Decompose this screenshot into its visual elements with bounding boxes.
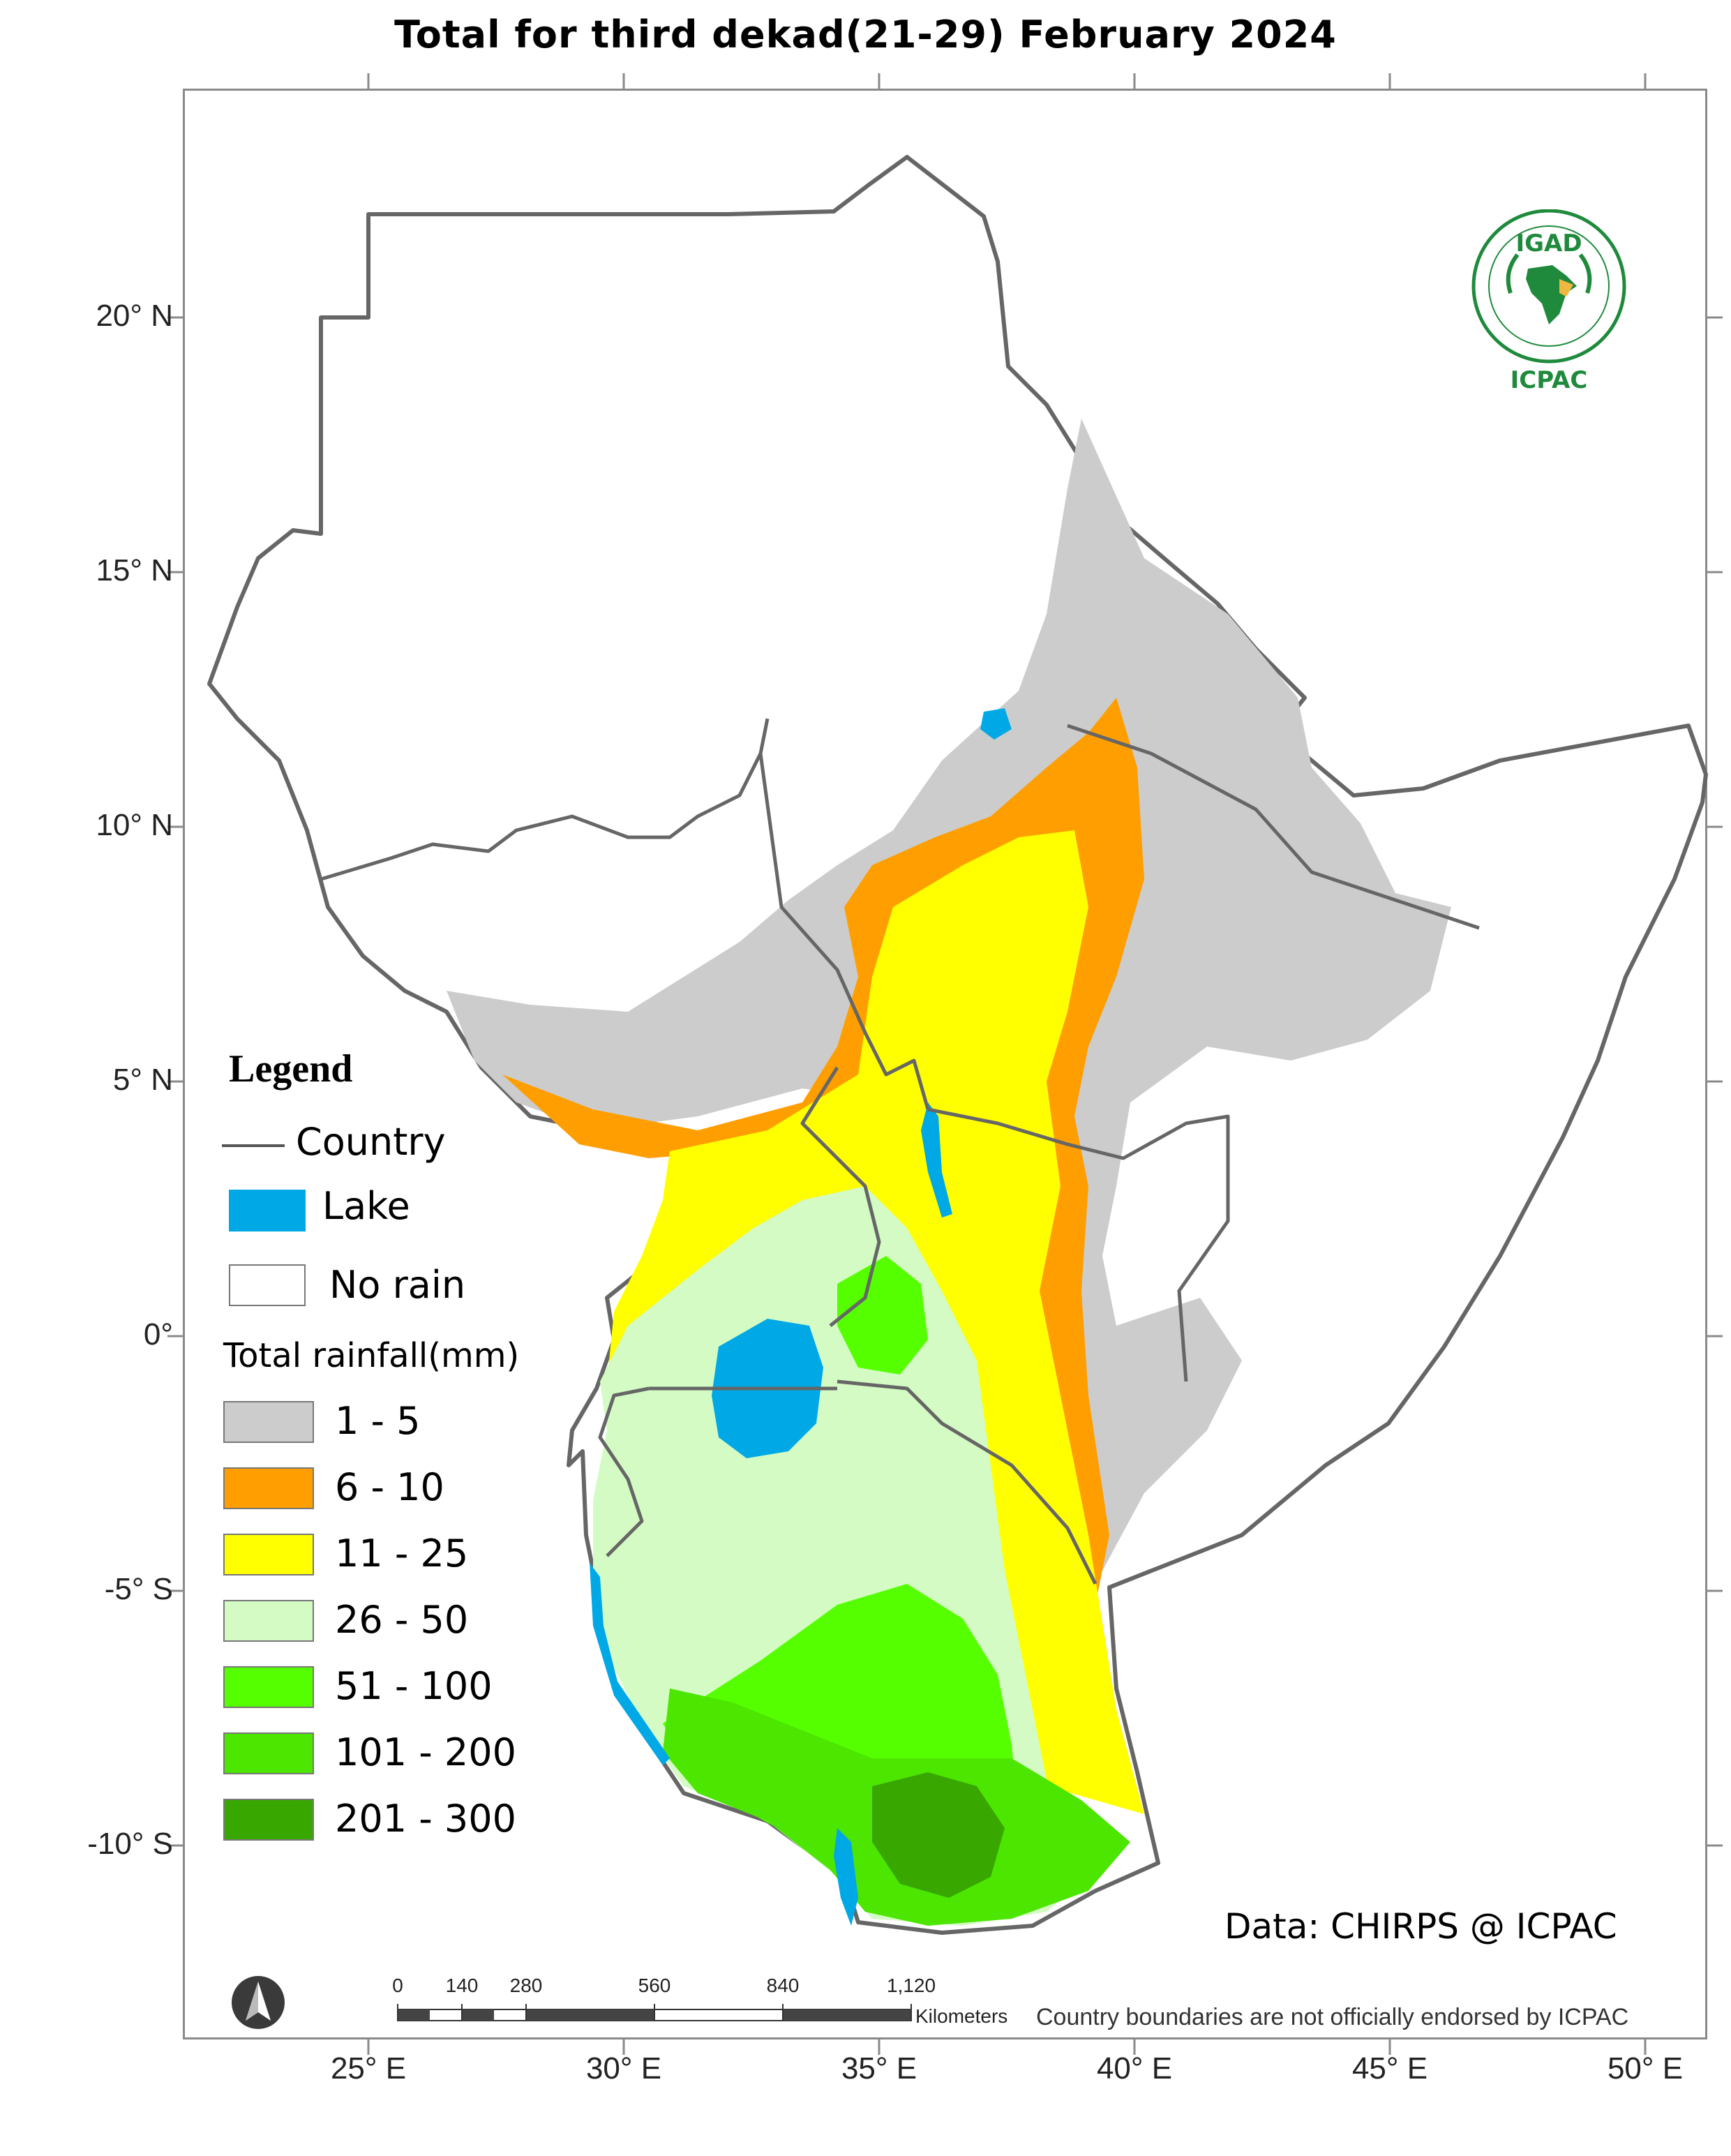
scale-label-1120: 1,120 [886, 1975, 936, 1996]
scale-label-0: 0 [392, 1975, 403, 1996]
scale-unit: Kilometers [915, 2005, 1008, 2027]
legend-total-title: Total rainfall(mm) [223, 1336, 520, 1375]
north-arrow-icon [232, 1976, 285, 2029]
legend-swatch-201-300 [223, 1799, 314, 1841]
scale-bar: 0 140 280 560 840 1,120 Kilometers [391, 1975, 1019, 2030]
lon-tick-30e: 30° E [585, 2051, 662, 2086]
lake-tanganyika [590, 1563, 670, 1765]
data-source: Data: CHIRPS @ ICPAC [1224, 1906, 1617, 1947]
rain-patch-51-100-north [837, 1256, 928, 1375]
legend-country-line [222, 1144, 285, 1147]
lat-tick-5s: -5° S [104, 1572, 173, 1606]
legend-label-11-25: 11 - 25 [335, 1532, 469, 1575]
logo-igad-text: IGAD [1515, 230, 1582, 257]
lat-tick-5n: 5° N [112, 1063, 173, 1097]
legend-country-label: Country [296, 1120, 446, 1164]
legend-label-26-50: 26 - 50 [335, 1598, 469, 1642]
legend-swatch-101-200 [223, 1732, 314, 1774]
lat-tick-10n: 10° N [96, 808, 173, 842]
scale-label-560: 560 [638, 1975, 671, 1996]
lat-tick-20n: 20° N [96, 299, 173, 333]
map-frame [183, 89, 1707, 2039]
lon-tick-40e: 40° E [1096, 2051, 1173, 2086]
lake-tana [980, 708, 1012, 740]
lon-tick-35e: 35° E [841, 2051, 917, 2086]
legend-swatch-1-5 [223, 1401, 314, 1443]
legend-label-101-200: 101 - 200 [335, 1730, 516, 1774]
legend-swatch-11-25 [223, 1534, 314, 1575]
igad-emblem-icon: IGAD [1471, 209, 1626, 364]
legend-label-51-100: 51 - 100 [335, 1664, 493, 1708]
lon-tick-45e: 45° E [1351, 2051, 1428, 2086]
lake-malawi [834, 1828, 858, 1926]
legend-label-201-300: 201 - 300 [335, 1797, 516, 1841]
legend-lake-label: Lake [322, 1184, 410, 1228]
legend-swatch-6-10 [223, 1467, 314, 1509]
map-title: Total for third dekad(21-29) February 20… [394, 13, 1337, 57]
legend-label-1-5: 1 - 5 [335, 1399, 421, 1443]
scale-label-140: 140 [445, 1975, 479, 1996]
lat-tick-0: 0° [143, 1317, 173, 1352]
rain-class-201-300 [872, 1772, 1005, 1898]
lat-tick-10s: -10° S [87, 1827, 173, 1861]
legend-label-6-10: 6 - 10 [335, 1465, 444, 1509]
legend-lake-swatch [229, 1190, 306, 1232]
legend-no-rain-label: No rain [329, 1263, 466, 1307]
legend-no-rain-swatch [229, 1264, 306, 1306]
scale-bar-graphic [397, 2004, 912, 2021]
country-boundaries [320, 718, 1480, 1585]
igad-icpac-logo: IGAD ICPAC [1462, 209, 1636, 405]
scale-label-280: 280 [509, 1975, 543, 1996]
lake-turkana [921, 1102, 952, 1218]
lon-tick-50e: 50° E [1607, 2051, 1684, 2086]
graticule-ticks [167, 73, 1723, 2055]
lat-tick-15n: 15° N [96, 553, 173, 587]
disclaimer: Country boundaries are not officially en… [1036, 2004, 1629, 2030]
legend-swatch-51-100 [223, 1666, 314, 1708]
lon-tick-25e: 25° E [330, 2051, 407, 2086]
legend-swatch-26-50 [223, 1600, 314, 1642]
logo-icpac-text: ICPAC [1510, 366, 1588, 394]
scale-label-840: 840 [766, 1975, 800, 1996]
legend-title: Legend [229, 1047, 353, 1091]
